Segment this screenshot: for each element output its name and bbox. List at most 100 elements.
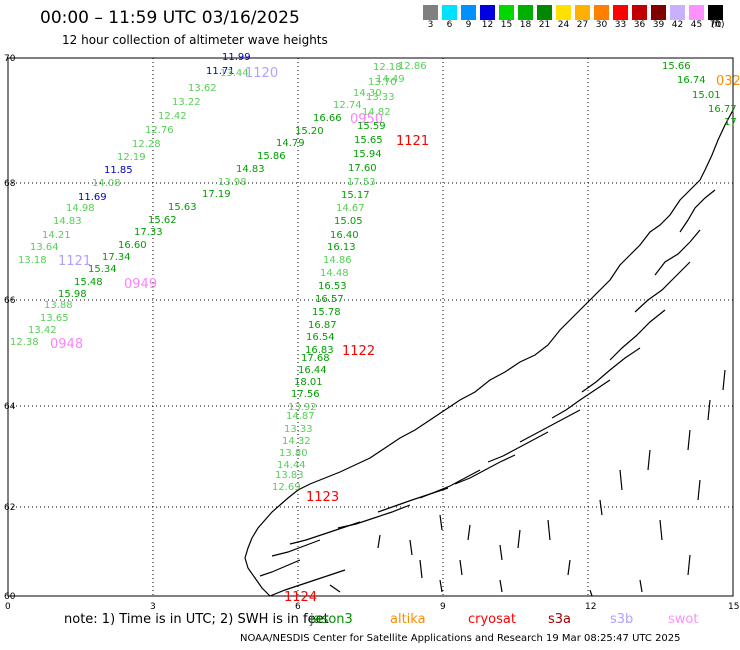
wave-height-label: 16.13 (327, 242, 356, 253)
colorbar-label: 6 (446, 20, 453, 30)
wave-height-label: 15.34 (88, 264, 117, 275)
wave-height-label: 12.19 (117, 152, 146, 163)
wave-height-label: 15.05 (334, 216, 363, 227)
colorbar-label: 27 (576, 20, 589, 30)
note-text: note: 1) Time is in UTC; 2) SWH is in fe… (64, 612, 329, 627)
longitude-label: 3 (150, 602, 156, 612)
wave-height-label: 13.18 (18, 255, 47, 266)
colorbar-swatch (537, 5, 552, 20)
pass-time-label: 1121 (58, 254, 92, 269)
colorbar-label: 70 (709, 20, 722, 30)
wave-height-label: 13.64 (30, 242, 59, 253)
wave-height-label: 14.44 (277, 460, 306, 471)
wave-height-label: 17.56 (291, 389, 320, 400)
wave-height-label: 14.86 (323, 255, 352, 266)
wave-height-label: 16.40 (330, 230, 359, 241)
wave-height-label: 13.44 (220, 68, 249, 79)
wave-height-label: 15.63 (168, 202, 197, 213)
wave-height-label: 13.80 (279, 448, 308, 459)
wave-height-label: 14.49 (376, 74, 405, 85)
wave-height-label: 16.66 (313, 113, 342, 124)
wave-height-label: 11.71 (206, 66, 235, 77)
wave-height-label: 13.92 (288, 402, 317, 413)
longitude-label: 0 (5, 602, 11, 612)
wave-height-label: 14.08 (92, 178, 121, 189)
wave-height-label: 13.83 (275, 470, 304, 481)
wave-height-label: 12.42 (158, 111, 187, 122)
wave-height-label: 16.44 (298, 365, 327, 376)
colorbar-label: 18 (519, 20, 532, 30)
wave-height-label: 17.34 (102, 252, 131, 263)
wave-height-label: 15.86 (257, 151, 286, 162)
wave-height-label: 14.67 (336, 203, 365, 214)
satellite-name: altika (390, 612, 426, 627)
colorbar-swatch (518, 5, 533, 20)
wave-height-label: 15.20 (295, 126, 324, 137)
wave-height-label: 12.76 (145, 125, 174, 136)
wave-height-label: 16.83 (305, 345, 334, 356)
wave-height-label: 13.22 (172, 97, 201, 108)
wave-height-label: 15.62 (148, 215, 177, 226)
wave-height-label: 11.99 (222, 52, 251, 63)
wave-height-label: 16.77 (708, 104, 737, 115)
colorbar-label: 15 (500, 20, 513, 30)
wave-height-label: 17.33 (134, 227, 163, 238)
wave-height-label: 17.68 (301, 353, 330, 364)
wave-height-label: 14.79 (276, 138, 305, 149)
wave-height-label: 17.19 (202, 189, 231, 200)
wave-height-label: 13.42 (28, 325, 57, 336)
colorbar-swatch (670, 5, 685, 20)
satellite-name: swot (668, 612, 699, 627)
wave-height-label: 18.01 (294, 377, 323, 388)
wave-height-label: 15.78 (312, 307, 341, 318)
colorbar-label: 12 (481, 20, 494, 30)
colorbar-label: 39 (652, 20, 665, 30)
pass-time-label: 1123 (306, 490, 340, 505)
pass-time-label: 0949 (124, 277, 158, 292)
wave-height-label: 15.94 (353, 149, 382, 160)
pass-time-label: 1120 (245, 66, 279, 81)
wave-height-label: 13.62 (188, 83, 217, 94)
colorbar-swatch (423, 5, 438, 20)
wave-height-label: 12.28 (132, 139, 161, 150)
colorbar-label: 36 (633, 20, 646, 30)
wave-height-label: 16.74 (677, 75, 706, 86)
wave-height-label: 13.70 (368, 77, 397, 88)
wave-height-label: 15.59 (357, 121, 386, 132)
wave-height-label: 14.98 (66, 203, 95, 214)
chart-title: 00:00 – 11:59 UTC 03/16/2025 (40, 8, 300, 28)
pass-time-label: 0950 (350, 112, 384, 127)
wave-height-label: 11.85 (104, 165, 133, 176)
colorbar-swatch (575, 5, 590, 20)
colorbar-swatch (499, 5, 514, 20)
pass-time-label: 032 (716, 74, 740, 89)
wave-height-label: 13.65 (40, 313, 69, 324)
colorbar-label: 3 (427, 20, 434, 30)
colorbar-label: 24 (557, 20, 570, 30)
colorbar-label: 45 (690, 20, 703, 30)
colorbar-label: 42 (671, 20, 684, 30)
longitude-label: 6 (295, 602, 301, 612)
wave-height-label: 16.54 (306, 332, 335, 343)
map-frame (7, 57, 734, 597)
colorbar-swatch (651, 5, 666, 20)
colorbar-swatch (594, 5, 609, 20)
satellite-name: s3a (548, 612, 572, 627)
longitude-label: 9 (440, 602, 446, 612)
latitude-label: 70 (4, 54, 16, 64)
wave-height-label: 16.57 (315, 294, 344, 305)
wave-height-label: 12.38 (10, 337, 39, 348)
grid-lines (8, 58, 733, 596)
colorbar-label: 21 (538, 20, 551, 30)
pass-time-label: 1122 (342, 344, 376, 359)
colorbar-swatch (689, 5, 704, 20)
wave-height-label: 15.65 (354, 135, 383, 146)
colorbar-label: 30 (595, 20, 608, 30)
colorbar-label: 9 (465, 20, 472, 30)
pass-time-label: 1124 (284, 590, 318, 605)
wave-height-label: 15.48 (74, 277, 103, 288)
chart-subtitle: 12 hour collection of altimeter wave hei… (62, 33, 328, 47)
wave-height-label: 13.33 (366, 92, 395, 103)
wave-height-label: 15.66 (662, 61, 691, 72)
